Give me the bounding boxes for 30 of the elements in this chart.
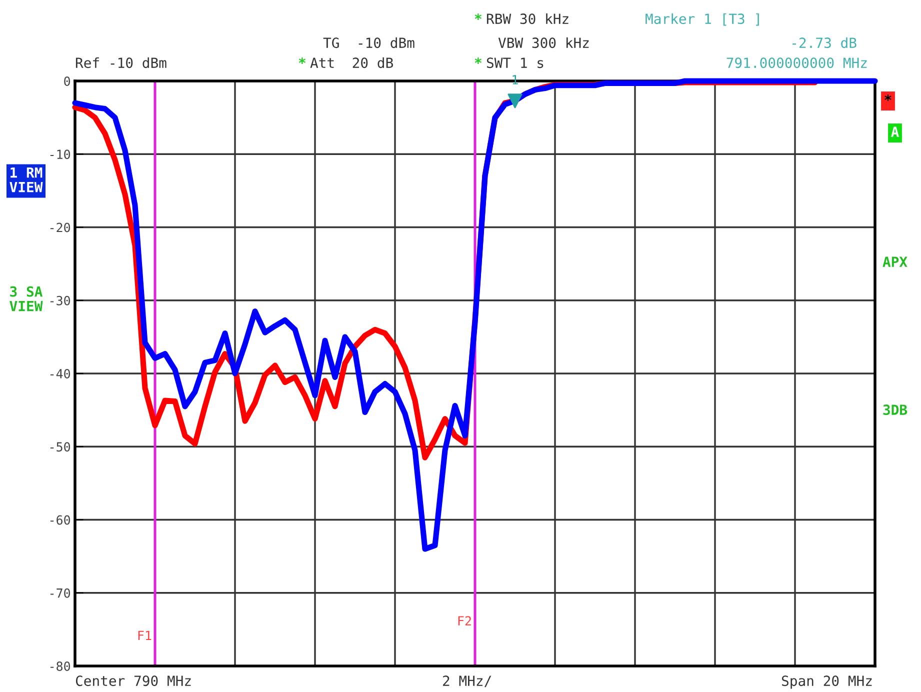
y-tick-label: -40: [50, 369, 70, 378]
y-tick-label: -30: [50, 296, 70, 306]
y-tick-label: -50: [50, 442, 70, 452]
text: VBW 300 kHz: [498, 37, 589, 48]
y-tick-label: -80: [50, 662, 70, 671]
text: *RBW 30 kHz: [474, 13, 568, 24]
text: *SWT 1 s: [474, 58, 544, 68]
annotation: 1: [512, 75, 518, 84]
annotation: F2: [458, 616, 471, 626]
text: 791.000000000 MHz: [726, 58, 867, 68]
text: 3 SA VIEW: [10, 286, 43, 312]
text: Center 790 MHz: [76, 676, 191, 686]
text: Ref -10 dBm: [76, 57, 166, 68]
text: Marker 1 [T3 ]: [646, 13, 759, 26]
text: 3DB: [883, 404, 908, 416]
text: A: [891, 126, 899, 137]
y-tick-label: 0: [64, 76, 70, 86]
text: 1 RM VIEW: [10, 167, 43, 192]
annotation: F1: [138, 630, 152, 640]
text: 2 MHz/: [443, 676, 492, 688]
y-tick-label: -10: [50, 150, 70, 160]
y-tick-label: -20: [50, 222, 70, 232]
text: *Att 20 dB: [298, 57, 393, 68]
text: -2.73 dB: [792, 37, 856, 48]
text: TG -10 dBm: [323, 37, 414, 48]
text: *: [884, 94, 892, 101]
text: APX: [882, 256, 908, 267]
y-tick-label: -70: [50, 588, 70, 598]
y-tick-label: -60: [50, 515, 70, 525]
text: Span 20 MHz: [782, 676, 872, 689]
